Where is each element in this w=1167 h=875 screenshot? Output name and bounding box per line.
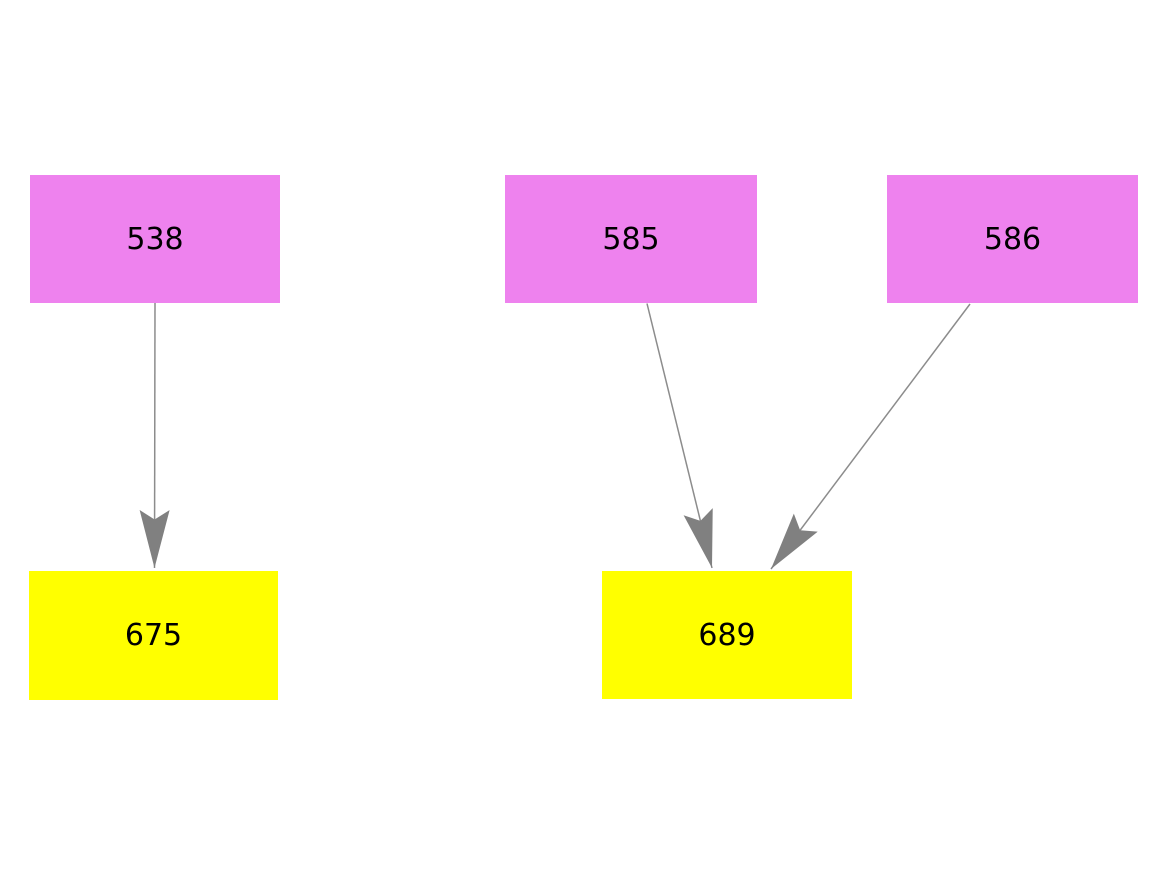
node-675: 675 — [29, 571, 278, 700]
node-538: 538 — [30, 175, 280, 303]
edge-586-689 — [770, 303, 971, 570]
node-586-label: 586 — [983, 221, 1042, 257]
node-689: 689 — [602, 571, 852, 699]
edge-538-675 — [139, 302, 170, 569]
node-689-label: 689 — [698, 617, 756, 653]
edge-585-689 — [646, 303, 713, 569]
node-538-label: 538 — [126, 221, 184, 257]
node-675-label: 675 — [124, 618, 183, 653]
node-585: 585 — [505, 175, 757, 303]
node-586: 586 — [887, 175, 1138, 303]
node-585-label: 585 — [602, 221, 660, 257]
